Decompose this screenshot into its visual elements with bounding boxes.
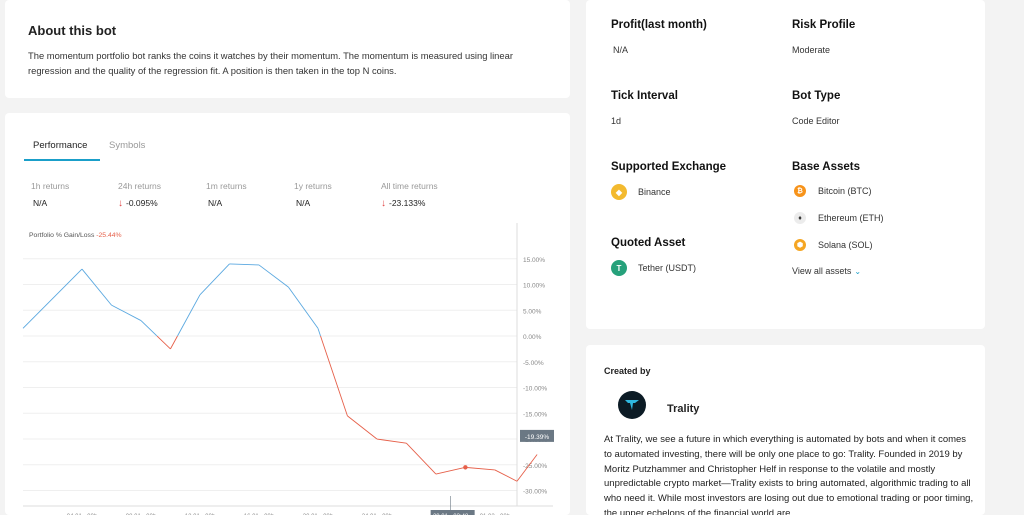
y-tick-label: 10.00% <box>523 283 545 290</box>
base-asset-btc: ₿ Bitcoin (BTC) <box>794 185 872 197</box>
series-segment <box>494 469 518 482</box>
risk-label: Risk Profile <box>792 19 856 31</box>
trality-logo <box>618 391 646 419</box>
y-tick-label: -10.00% <box>523 386 547 393</box>
bot-type-label: Bot Type <box>792 90 841 102</box>
view-all-assets-link[interactable]: View all assets ⌄ <box>792 266 861 276</box>
returns-1y-label: 1y returns <box>294 181 332 191</box>
returns-24h-label: 24h returns <box>118 181 161 191</box>
bot-info-card: Profit(last month) N/A Risk Profile Mode… <box>586 0 985 329</box>
exchange-label: Supported Exchange <box>611 161 727 173</box>
y-tick-label: 15.00% <box>523 257 545 264</box>
quoted-asset-label: Quoted Asset <box>611 237 686 249</box>
series-segment <box>435 466 466 475</box>
series-segment <box>229 263 259 266</box>
active-tab-indicator <box>24 159 100 161</box>
chart-series-value: -25.44% <box>96 232 121 239</box>
base-asset-eth-label: Ethereum (ETH) <box>818 213 884 223</box>
exchange-binance: ◆ Binance <box>611 184 671 200</box>
series-segment <box>22 268 83 329</box>
returns-1m-value: N/A <box>208 198 223 208</box>
returns-alltime-value: -23.133% <box>389 198 426 208</box>
series-segment <box>320 335 348 417</box>
arrow-down-icon: ↓ <box>118 198 123 209</box>
profit-label: Profit(last month) <box>611 19 707 31</box>
series-segment <box>376 438 407 444</box>
series-segment <box>170 335 178 350</box>
tab-performance[interactable]: Performance <box>33 140 88 151</box>
returns-alltime-label: All time returns <box>381 181 438 191</box>
series-segment <box>199 263 230 296</box>
bot-type-value: Code Editor <box>792 116 840 126</box>
returns-1h-label: 1h returns <box>31 181 70 191</box>
performance-chart[interactable]: 15.00% 10.00% 5.00% 0.00% -5.00% -10.00% -15.0… <box>5 223 570 515</box>
tick-interval-label: Tick Interval <box>611 90 678 102</box>
series-segment <box>140 320 158 337</box>
exchange-value: Binance <box>638 187 671 197</box>
series-segment <box>406 442 437 475</box>
current-value-label-bg <box>520 429 554 442</box>
series-segment <box>81 268 112 306</box>
chevron-down-icon: ⌄ <box>854 267 862 276</box>
performance-card: Performance Symbols 1h returns N/A 24h r… <box>5 113 570 515</box>
returns-24h-value-wrap: ↓ -0.095% <box>118 198 158 209</box>
ethereum-icon: ♦ <box>794 212 806 224</box>
series-segment <box>317 328 321 337</box>
solana-icon: ⬢ <box>794 239 806 251</box>
bitcoin-icon: ₿ <box>794 185 806 197</box>
about-card: About this bot The momentum portfolio bo… <box>5 0 570 98</box>
created-by-heading: Created by <box>604 366 651 376</box>
base-asset-sol: ⬢ Solana (SOL) <box>794 239 873 251</box>
binance-icon: ◆ <box>611 184 627 200</box>
y-tick-label: -25.00% <box>523 463 547 470</box>
y-tick-label: -30.00% <box>523 489 547 496</box>
y-tick-label: -5.00% <box>523 360 544 367</box>
profit-value: N/A <box>613 45 629 55</box>
arrow-down-icon: ↓ <box>381 198 386 209</box>
tab-symbols[interactable]: Symbols <box>109 140 146 151</box>
trality-logo-icon <box>625 400 639 410</box>
view-all-assets-label: View all assets <box>792 266 852 276</box>
returns-1h-value: N/A <box>33 198 48 208</box>
risk-value: Moderate <box>792 45 831 55</box>
returns-alltime-value-wrap: ↓ -23.133% <box>381 198 425 209</box>
creator-description: At Trality, we see a future in which eve… <box>604 434 974 515</box>
chart-series-label: Portfolio % Gain/Loss -25.44% <box>29 232 122 239</box>
base-assets-label: Base Assets <box>792 161 860 173</box>
creator-name: Trality <box>667 403 700 415</box>
series-segment <box>465 466 495 471</box>
returns-24h-value: -0.095% <box>126 198 158 208</box>
series-segment <box>111 304 142 321</box>
series-segment <box>177 294 201 337</box>
about-title: About this bot <box>28 23 117 38</box>
y-tick-label: 5.00% <box>523 308 542 315</box>
current-value-label: -19.39% <box>525 434 549 441</box>
series-segment <box>288 286 319 329</box>
base-asset-btc-label: Bitcoin (BTC) <box>818 186 872 196</box>
returns-1m-label: 1m returns <box>206 181 247 191</box>
series-segment <box>156 335 171 350</box>
series-segment <box>347 415 378 440</box>
tether-icon: T <box>611 260 627 276</box>
about-description: The momentum portfolio bot ranks the coi… <box>28 50 513 76</box>
base-asset-eth: ♦ Ethereum (ETH) <box>794 212 884 224</box>
quoted-asset-value: Tether (USDT) <box>638 263 697 273</box>
creator-card: Created by Trality At Trality, we see a … <box>586 345 985 515</box>
quoted-asset-usdt: T Tether (USDT) <box>611 260 696 276</box>
y-tick-label: 0.00% <box>523 334 542 341</box>
series-segment <box>258 264 289 288</box>
y-tick-label: -15.00% <box>523 411 547 418</box>
x-crosshair-label-bg <box>430 510 475 515</box>
base-asset-sol-label: Solana (SOL) <box>818 240 873 250</box>
tick-interval-value: 1d <box>611 116 622 126</box>
highlighted-point <box>463 465 468 470</box>
series-segment <box>516 454 538 482</box>
returns-1y-value: N/A <box>296 198 311 208</box>
